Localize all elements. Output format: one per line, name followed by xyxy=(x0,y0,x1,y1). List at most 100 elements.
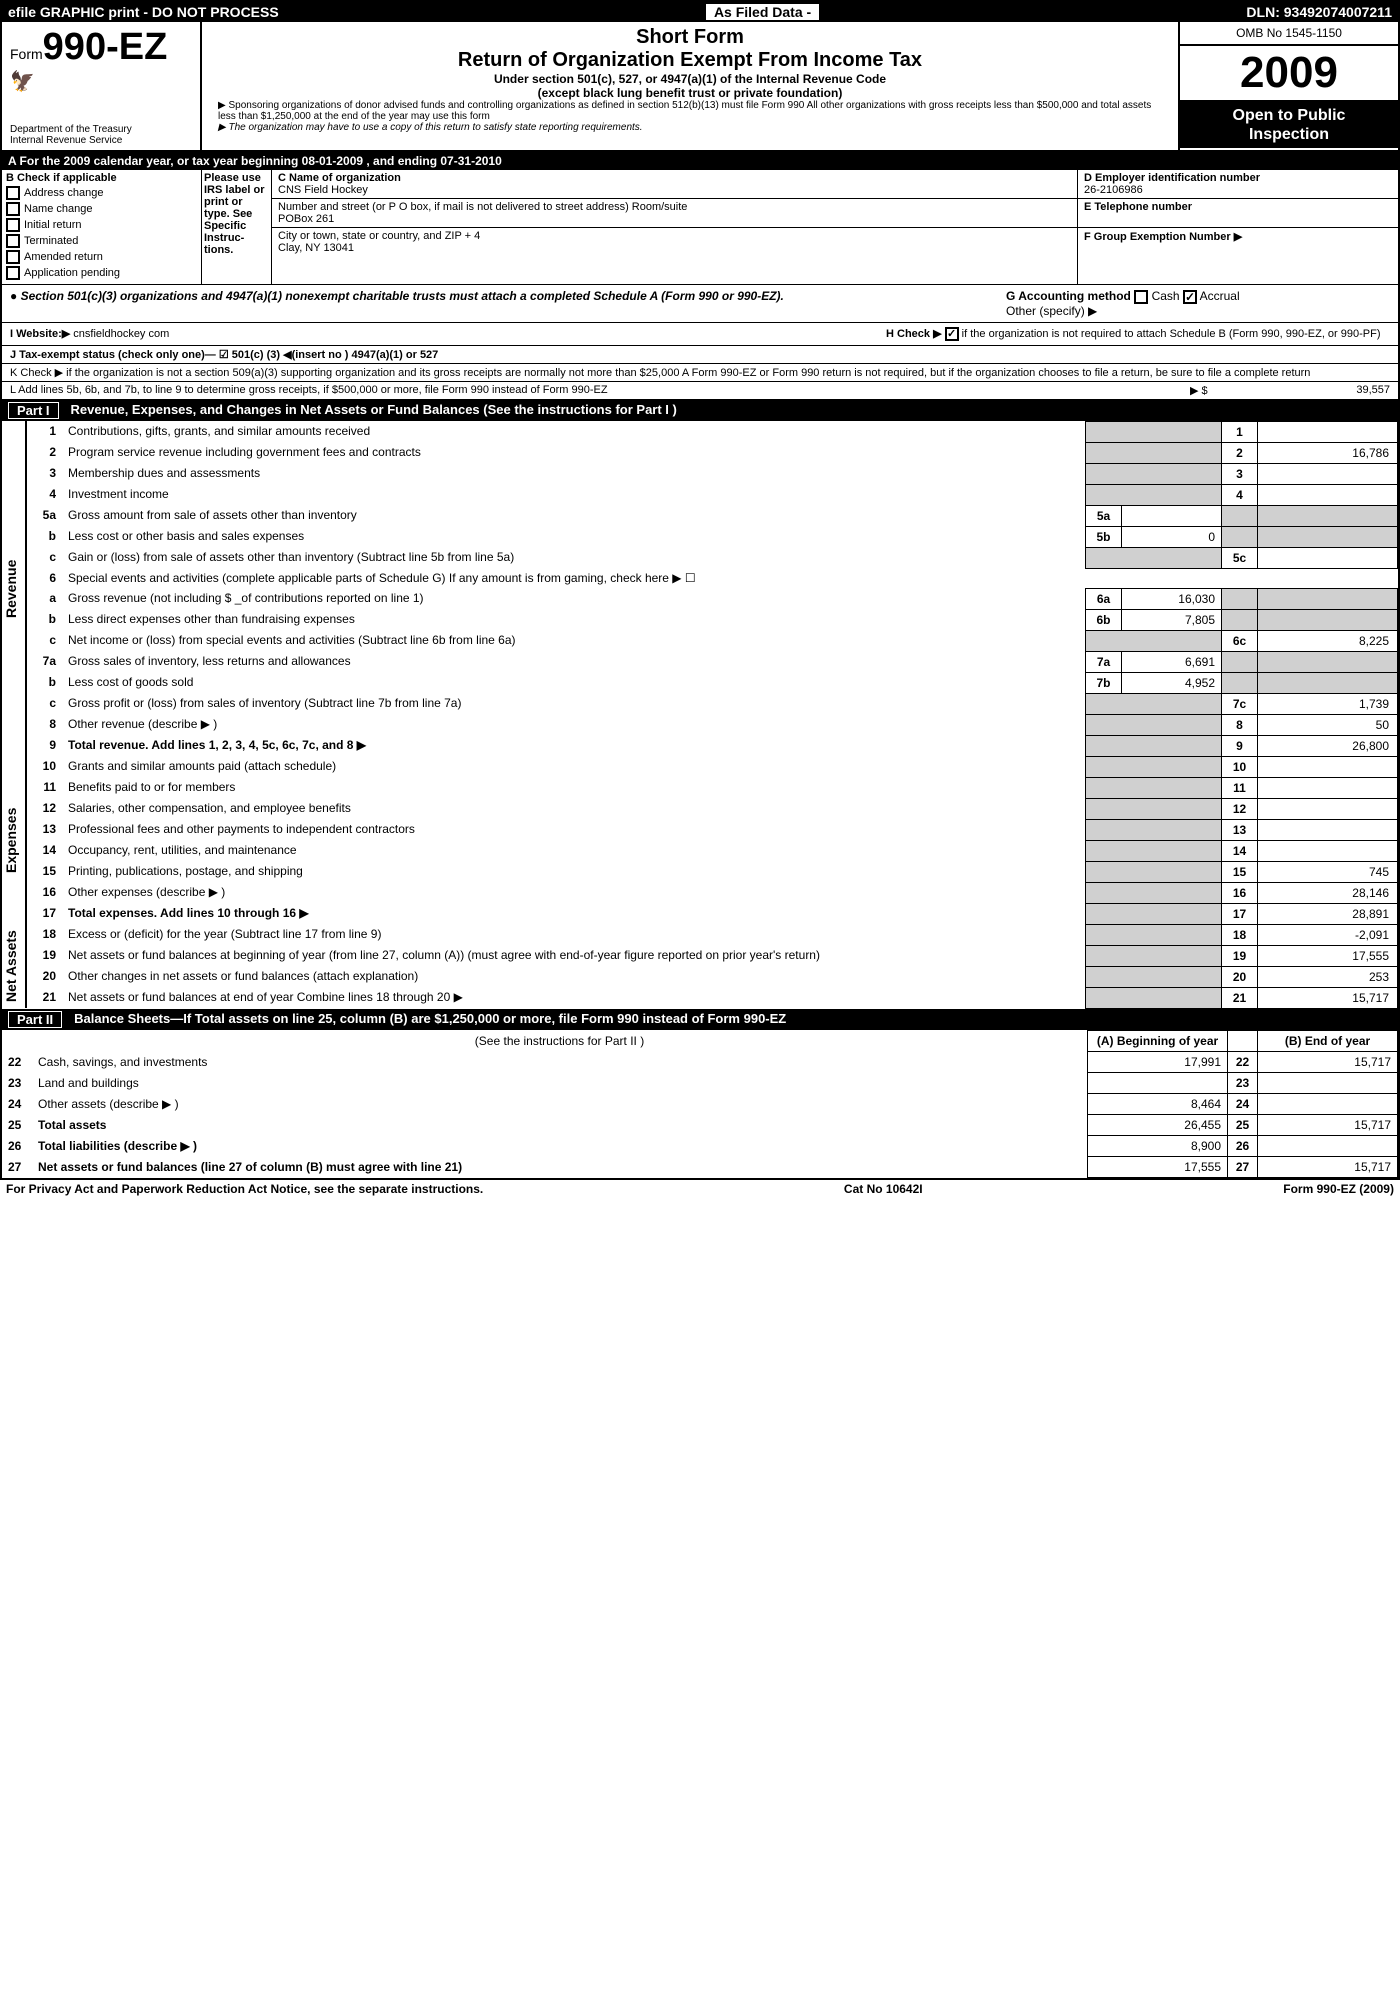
line-num: 19 xyxy=(26,945,62,966)
line-desc: Less direct expenses other than fundrais… xyxy=(62,609,1086,630)
bal-mid: 26 xyxy=(1228,1135,1258,1156)
bal-num: 27 xyxy=(2,1156,32,1177)
end-val xyxy=(1258,484,1398,505)
checkbox[interactable] xyxy=(6,250,20,264)
checkbox-label: Amended return xyxy=(24,251,103,263)
bal-desc: Total assets xyxy=(32,1114,1088,1135)
line-desc: Net assets or fund balances at end of ye… xyxy=(62,987,1086,1008)
col-b: B Check if applicable Address changeName… xyxy=(2,170,202,284)
end-box: 16 xyxy=(1222,882,1258,903)
end-val xyxy=(1258,421,1398,442)
line-desc: Occupancy, rent, utilities, and maintena… xyxy=(62,840,1086,861)
line-desc: Less cost of goods sold xyxy=(62,672,1086,693)
city-label: City or town, state or country, and ZIP … xyxy=(278,230,480,242)
line-num: 15 xyxy=(26,861,62,882)
line-row: cGain or (loss) from sale of assets othe… xyxy=(2,547,1398,568)
footer-right: Form 990-EZ (2009) xyxy=(1283,1182,1394,1196)
checkbox[interactable] xyxy=(6,186,20,200)
bal-num: 24 xyxy=(2,1093,32,1114)
mid-val: 7,805 xyxy=(1122,609,1222,630)
line-row: 21Net assets or fund balances at end of … xyxy=(2,987,1398,1008)
part1-table: Revenue1Contributions, gifts, grants, an… xyxy=(2,421,1398,1009)
line-row: 19Net assets or fund balances at beginni… xyxy=(2,945,1398,966)
mid-shade xyxy=(1086,484,1222,505)
balance-row: 27 Net assets or fund balances (line 27 … xyxy=(2,1156,1398,1177)
line-num: 7a xyxy=(26,651,62,672)
rowl-arrow: ▶ $ xyxy=(1190,384,1250,397)
cash-checkbox[interactable] xyxy=(1134,290,1148,304)
line-desc: Gross revenue (not including $ _of contr… xyxy=(62,588,1086,609)
b-checkbox-item: Amended return xyxy=(6,250,197,264)
balance-row: 23 Land and buildings 23 xyxy=(2,1072,1398,1093)
line-num: b xyxy=(26,609,62,630)
bal-col-b xyxy=(1258,1093,1398,1114)
b-checkbox-item: Application pending xyxy=(6,266,197,280)
bal-col-a: 26,455 xyxy=(1088,1114,1228,1135)
h-checkbox[interactable] xyxy=(945,327,959,341)
line-num: 6 xyxy=(26,568,62,588)
line-desc: Printing, publications, postage, and shi… xyxy=(62,861,1086,882)
footer: For Privacy Act and Paperwork Reduction … xyxy=(0,1180,1400,1198)
mid-shade xyxy=(1086,924,1222,945)
mid-shade xyxy=(1086,735,1222,756)
checkbox-label: Name change xyxy=(24,203,93,215)
end-box: 17 xyxy=(1222,903,1258,924)
end-val-shade xyxy=(1258,609,1398,630)
mid-shade xyxy=(1086,798,1222,819)
bal-num: 23 xyxy=(2,1072,32,1093)
checkbox[interactable] xyxy=(6,234,20,248)
org-name: CNS Field Hockey xyxy=(278,184,368,196)
row-l: L Add lines 5b, 6b, and 7b, to line 9 to… xyxy=(2,382,1398,400)
line-num: 3 xyxy=(26,463,62,484)
mid-shade xyxy=(1086,421,1222,442)
line-num: 18 xyxy=(26,924,62,945)
rowl-text: L Add lines 5b, 6b, and 7b, to line 9 to… xyxy=(10,384,1190,397)
end-box-shade xyxy=(1222,505,1258,526)
end-box: 2 xyxy=(1222,442,1258,463)
note2: ▶ The organization may have to use a cop… xyxy=(210,122,1170,133)
b-title: B Check if applicable xyxy=(6,172,197,184)
topbar-right: DLN: 93492074007211 xyxy=(1246,4,1392,20)
end-val: 15,717 xyxy=(1258,987,1398,1008)
mid-val: 4,952 xyxy=(1122,672,1222,693)
rowl-val: 39,557 xyxy=(1250,384,1390,397)
bal-mid: 23 xyxy=(1228,1072,1258,1093)
row-j: J Tax-exempt status (check only one)— ☑ … xyxy=(2,346,1398,364)
bal-num: 25 xyxy=(2,1114,32,1135)
g-other: Other (specify) ▶ xyxy=(1006,304,1097,318)
checkbox[interactable] xyxy=(6,202,20,216)
line-row: bLess cost or other basis and sales expe… xyxy=(2,526,1398,547)
b-checkbox-item: Terminated xyxy=(6,234,197,248)
line-row: cGross profit or (loss) from sales of in… xyxy=(2,693,1398,714)
city: Clay, NY 13041 xyxy=(278,242,354,254)
line-num: c xyxy=(26,693,62,714)
h-label: H Check ▶ xyxy=(886,328,942,340)
line-row: aGross revenue (not including $ _of cont… xyxy=(2,588,1398,609)
line-desc: Program service revenue including govern… xyxy=(62,442,1086,463)
dept1: Department of the Treasury xyxy=(10,124,192,135)
balance-table: (See the instructions for Part II ) (A) … xyxy=(2,1030,1398,1178)
mid-val: 0 xyxy=(1122,526,1222,547)
checkbox[interactable] xyxy=(6,218,20,232)
bal-desc: Total liabilities (describe ▶ ) xyxy=(32,1135,1088,1156)
bal-desc: Net assets or fund balances (line 27 of … xyxy=(32,1156,1088,1177)
line-num: 12 xyxy=(26,798,62,819)
end-box: 11 xyxy=(1222,777,1258,798)
checkbox[interactable] xyxy=(6,266,20,280)
mid-box: 6b xyxy=(1086,609,1122,630)
side-label: Net Assets xyxy=(2,924,26,1008)
bal-num: 26 xyxy=(2,1135,32,1156)
row-website: I Website:▶ cnsfieldhockey com H Check ▶… xyxy=(2,323,1398,346)
line-row: 5aGross amount from sale of assets other… xyxy=(2,505,1398,526)
dept2: Internal Revenue Service xyxy=(10,135,192,146)
line-desc: Other expenses (describe ▶ ) xyxy=(62,882,1086,903)
line-num: 21 xyxy=(26,987,62,1008)
bal-desc: Cash, savings, and investments xyxy=(32,1051,1088,1072)
end-box: 8 xyxy=(1222,714,1258,735)
line-num: 11 xyxy=(26,777,62,798)
dept: Department of the Treasury Internal Reve… xyxy=(10,124,192,146)
bal-col-b: 15,717 xyxy=(1258,1114,1398,1135)
line-num: 5a xyxy=(26,505,62,526)
accrual-checkbox[interactable] xyxy=(1183,290,1197,304)
end-box: 4 xyxy=(1222,484,1258,505)
